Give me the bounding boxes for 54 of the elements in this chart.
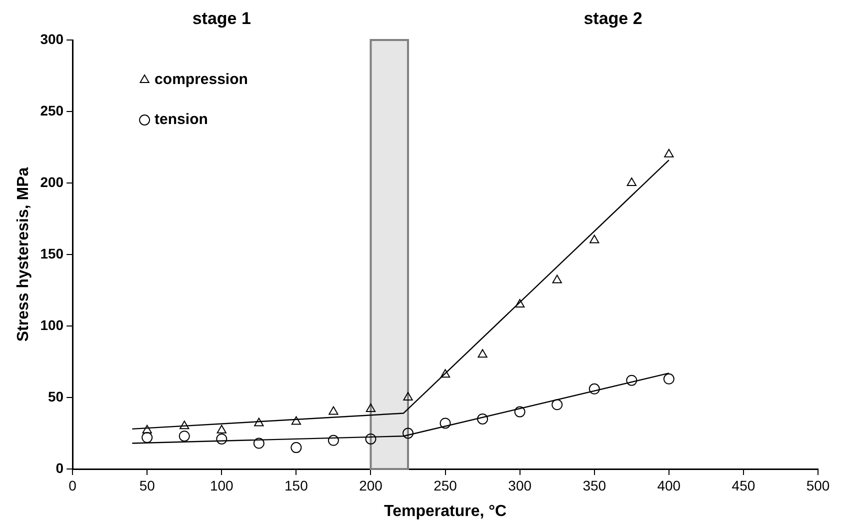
- point: [216, 424, 226, 434]
- point: [142, 432, 153, 444]
- point: [403, 392, 413, 400]
- point: [552, 399, 563, 410]
- point: [588, 383, 600, 394]
- y-tick-label: 150: [40, 245, 64, 262]
- point: [663, 373, 674, 384]
- point: [590, 234, 600, 244]
- y-tick-label: 200: [40, 174, 64, 190]
- point: [180, 420, 190, 430]
- x-tick-label: 250: [434, 477, 458, 494]
- point: [142, 424, 152, 434]
- legend-label: tension: [154, 111, 208, 128]
- point: [514, 406, 526, 418]
- y-tick-label: 50: [48, 388, 64, 404]
- y-tick-label: 250: [40, 102, 64, 118]
- y-tick-label: 300: [40, 30, 64, 47]
- x-tick-label: 300: [508, 477, 532, 494]
- point: [216, 433, 228, 444]
- point: [253, 438, 264, 449]
- point: [328, 434, 339, 446]
- x-tick-label: 450: [732, 477, 756, 494]
- x-tick-label: 0: [68, 477, 77, 494]
- text: stage 1: [192, 9, 251, 28]
- x-tick-label: 500: [806, 477, 830, 494]
- point: [366, 403, 376, 412]
- point: [514, 299, 525, 308]
- point: [440, 369, 450, 378]
- x-tick-label: 200: [359, 477, 383, 494]
- point: [254, 418, 264, 426]
- legend-label: compression: [154, 71, 248, 88]
- point: [365, 433, 376, 444]
- text: stage 2: [584, 9, 642, 28]
- point: [291, 416, 302, 425]
- x-tick-label: 150: [284, 477, 308, 494]
- point: [626, 374, 638, 386]
- x-axis-title: Temperature, °C: [384, 502, 508, 520]
- y-tick-label: 100: [40, 316, 64, 333]
- point: [552, 274, 562, 284]
- x-tick-label: 350: [582, 477, 606, 494]
- point: [178, 430, 190, 442]
- y-tick-label: 0: [56, 460, 64, 476]
- point: [290, 442, 302, 454]
- point: [402, 428, 414, 439]
- point: [440, 418, 451, 429]
- point: [626, 178, 636, 186]
- y-axis-title: Stress hysteresis, MPa: [15, 167, 32, 342]
- x-tick-label: 400: [657, 477, 681, 494]
- point: [328, 406, 338, 415]
- point: [478, 349, 488, 358]
- x-tick-label: 50: [139, 477, 156, 494]
- point: [664, 148, 674, 158]
- point: [477, 413, 488, 424]
- x-tick-label: 100: [210, 477, 234, 494]
